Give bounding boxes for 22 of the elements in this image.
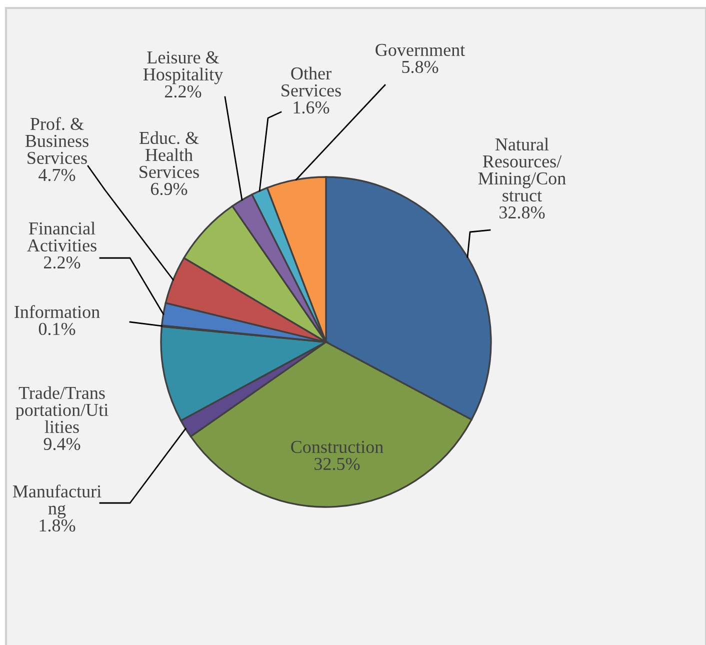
data-label: 5.8% xyxy=(402,60,438,74)
slice-label: Construction xyxy=(291,440,384,454)
data-label: 6.9% xyxy=(150,182,188,196)
data-label: 2.2% xyxy=(164,85,202,98)
slice-label: Natural Resources/ Mining/Con struct xyxy=(478,138,566,202)
slice-label: Information xyxy=(14,305,100,318)
slice-label: Trade/Trans portation/Uti lities xyxy=(16,386,108,434)
slice-label: Leisure & Hospitality xyxy=(143,51,224,84)
slice-label: Financial Activities xyxy=(27,222,96,252)
data-label: 4.7% xyxy=(38,168,76,182)
data-label: 1.6% xyxy=(294,101,330,114)
data-label: 32.5% xyxy=(314,458,360,470)
slice-label: Other Services xyxy=(282,66,341,97)
data-label: 9.4% xyxy=(44,438,80,450)
slice-label: Manufacturi ng xyxy=(12,484,102,518)
data-label: 0.1% xyxy=(38,322,76,336)
data-label: 32.8% xyxy=(500,206,545,219)
data-label: 2.2% xyxy=(44,256,80,269)
slice-label: Government xyxy=(376,44,466,56)
data-label: 1.8% xyxy=(40,519,76,532)
slice-label: Prof. & Business Services xyxy=(25,117,88,164)
slice-label: Educ. & Health Services xyxy=(139,131,199,178)
